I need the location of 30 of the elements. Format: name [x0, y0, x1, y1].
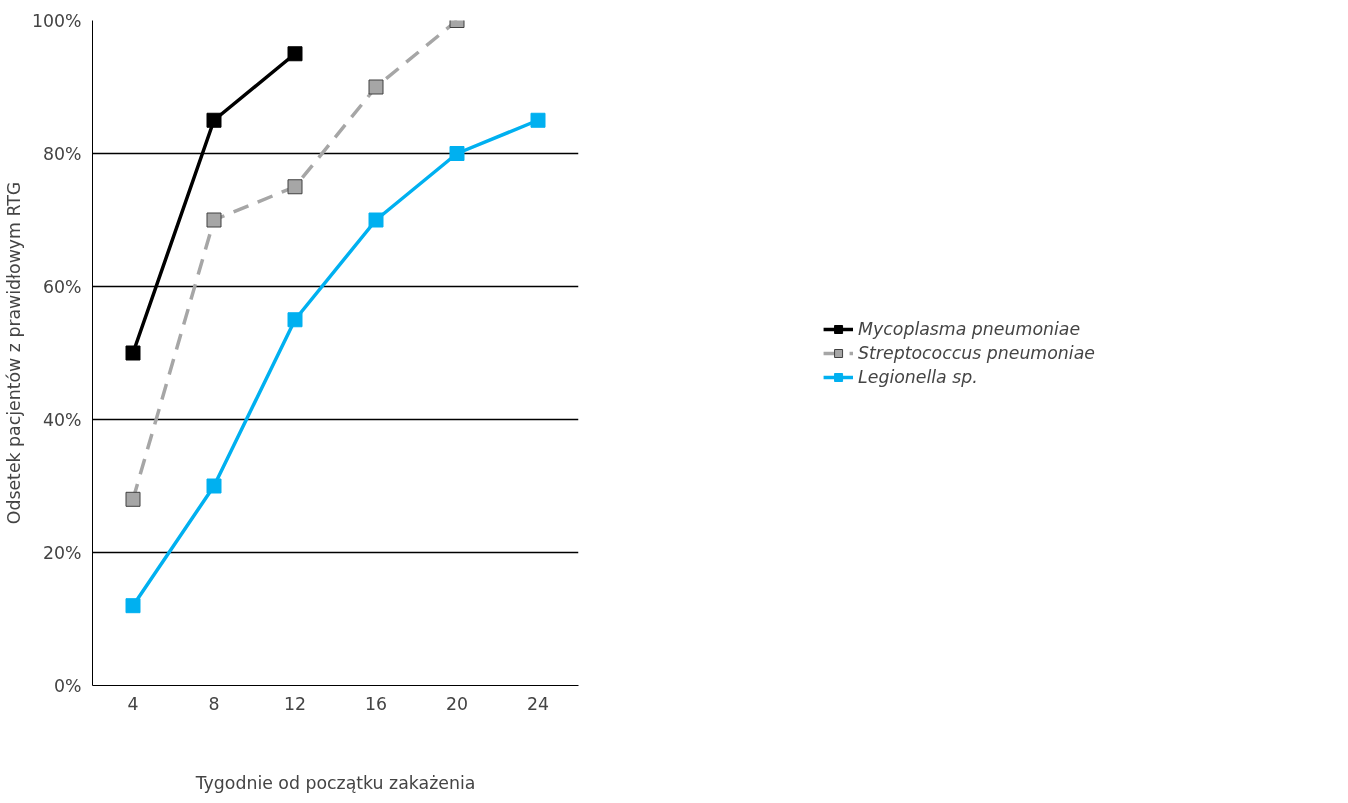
y-tick-label: 80%	[42, 143, 82, 164]
legend-label: Streptococcus pneumoniae	[858, 342, 1095, 363]
y-tick-label: 0%	[54, 675, 82, 696]
x-tick-label: 4	[127, 693, 139, 714]
point	[125, 598, 141, 614]
point	[449, 146, 465, 161]
x-tick-label: 16	[364, 693, 388, 714]
point	[287, 312, 303, 328]
x-tick-label: 24	[526, 693, 550, 714]
x-axis-title: Tygodnie od początku zakażenia	[194, 772, 476, 793]
y-tick-label: 100%	[31, 10, 82, 31]
y-tick-label: 60%	[42, 276, 82, 297]
point	[206, 112, 222, 128]
point	[368, 79, 384, 95]
legend-label: Legionella sp.	[858, 366, 978, 387]
point	[530, 112, 546, 128]
y-tick-label: 20%	[42, 542, 82, 563]
x-tick-label: 12	[283, 693, 307, 714]
point	[125, 491, 141, 507]
point	[287, 46, 303, 62]
y-tick-label: 40%	[42, 409, 82, 430]
point	[206, 212, 222, 228]
x-tick-label: 20	[445, 693, 469, 714]
point	[368, 212, 384, 228]
point	[125, 345, 141, 361]
x-tick-label: 8	[208, 693, 220, 714]
y-axis-title: Odsetek pacjentów z prawidłowym RTG	[3, 181, 24, 525]
point	[206, 478, 222, 494]
legend-label: Mycoplasma pneumoniae	[858, 318, 1081, 339]
point	[287, 179, 303, 195]
